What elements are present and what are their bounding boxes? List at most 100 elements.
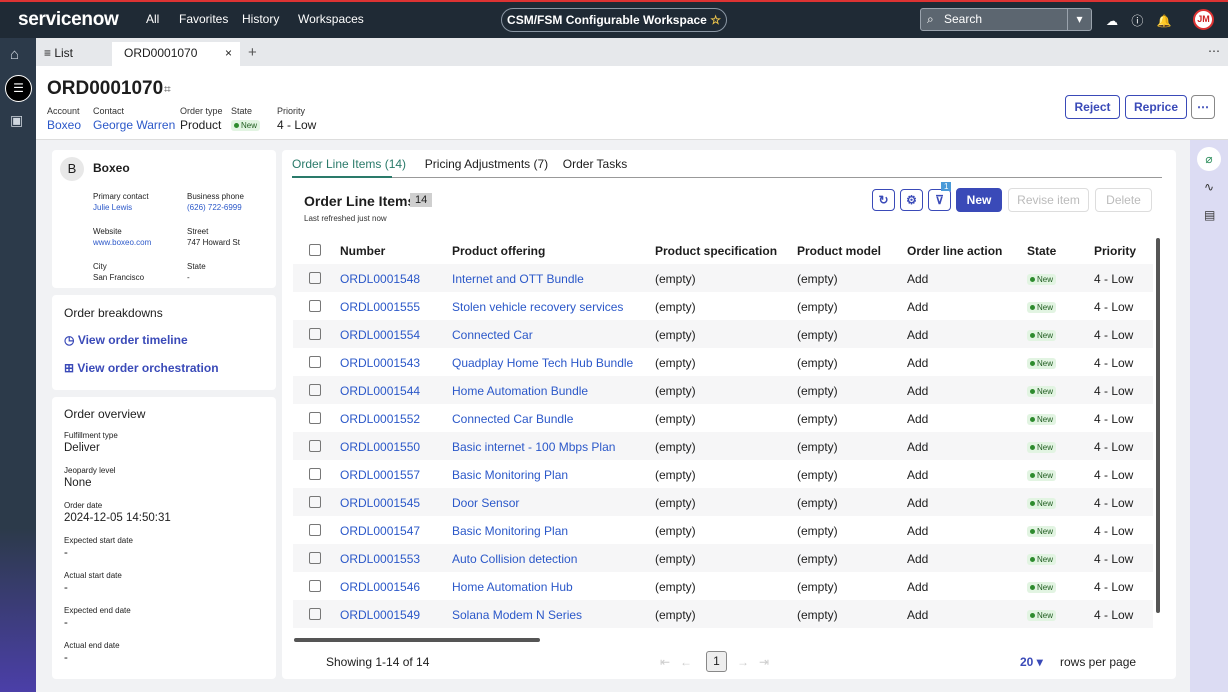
settings-btn[interactable]: ⚙ bbox=[900, 189, 923, 211]
row-checkbox[interactable] bbox=[309, 524, 321, 536]
activity-icon[interactable]: ∿ bbox=[1204, 180, 1215, 194]
cell[interactable]: Stolen vehicle recovery services bbox=[452, 300, 624, 314]
cell[interactable]: ORDL0001547 bbox=[340, 524, 421, 538]
row-checkbox[interactable] bbox=[309, 384, 321, 396]
cell: (empty) bbox=[797, 300, 838, 314]
row-checkbox[interactable] bbox=[309, 552, 321, 564]
account-value[interactable]: Julie Lewis bbox=[93, 203, 133, 212]
cell[interactable]: ORDL0001554 bbox=[340, 328, 421, 342]
main-tab[interactable]: Order Line Items (14) bbox=[292, 157, 406, 178]
cell: New bbox=[1027, 414, 1057, 425]
menu-item[interactable]: History bbox=[242, 12, 280, 26]
cell[interactable]: Connected Car bbox=[452, 328, 533, 342]
field-value[interactable]: George Warren bbox=[93, 118, 176, 132]
refresh-btn[interactable]: ↻ bbox=[872, 189, 895, 211]
cell[interactable]: Quadplay Home Tech Hub Bundle bbox=[452, 356, 634, 370]
more-actions[interactable]: ⋯ bbox=[1191, 95, 1215, 119]
filter-btn[interactable]: ⊽ bbox=[928, 189, 951, 211]
row-checkbox[interactable] bbox=[309, 356, 321, 368]
row-checkbox[interactable] bbox=[309, 328, 321, 340]
column-header[interactable]: Product specification bbox=[655, 244, 778, 258]
cell[interactable]: ORDL0001557 bbox=[340, 468, 421, 482]
cell[interactable]: ORDL0001543 bbox=[340, 356, 421, 370]
header-checkbox[interactable] bbox=[309, 244, 321, 256]
row-checkbox[interactable] bbox=[309, 468, 321, 480]
menu-item[interactable]: Workspaces bbox=[298, 12, 364, 26]
workspace-switcher[interactable]: CSM/FSM Configurable Workspace ☆ bbox=[501, 8, 727, 32]
revise-btn[interactable]: Revise item bbox=[1008, 188, 1089, 212]
cell: (empty) bbox=[797, 552, 838, 566]
cell[interactable]: Door Sensor bbox=[452, 496, 520, 510]
per-page[interactable]: 20 ▾ bbox=[1020, 655, 1043, 669]
field-value[interactable]: Boxeo bbox=[47, 118, 82, 132]
cell[interactable]: ORDL0001546 bbox=[340, 580, 421, 594]
pager-next[interactable]: → ⇥ bbox=[737, 655, 770, 669]
main-tab[interactable]: Order Tasks bbox=[562, 157, 628, 171]
row-checkbox[interactable] bbox=[309, 608, 321, 620]
list-tab[interactable]: ≡ List bbox=[44, 46, 74, 60]
account-value[interactable]: www.boxeo.com bbox=[93, 238, 152, 247]
add-tab[interactable]: + bbox=[248, 44, 257, 61]
home-icon[interactable]: ⌂ bbox=[10, 46, 20, 63]
brand[interactable]: servicenow bbox=[18, 9, 119, 30]
row-checkbox[interactable] bbox=[309, 580, 321, 592]
timeline-link[interactable]: ◷ View order timeline bbox=[64, 333, 188, 347]
cell[interactable]: Auto Collision detection bbox=[452, 552, 578, 566]
column-header[interactable]: Product model bbox=[797, 244, 882, 258]
account-value[interactable]: (626) 722-6999 bbox=[187, 203, 242, 212]
row-checkbox[interactable] bbox=[309, 412, 321, 424]
page-number[interactable]: 1 bbox=[706, 651, 727, 672]
cell[interactable]: ORDL0001555 bbox=[340, 300, 421, 314]
cell: (empty) bbox=[655, 608, 696, 622]
attach-icon[interactable]: ⌀ bbox=[1197, 147, 1221, 171]
account-value: San Francisco bbox=[93, 273, 145, 282]
cell[interactable]: ORDL0001552 bbox=[340, 412, 421, 426]
new-btn[interactable]: New bbox=[956, 188, 1002, 212]
cell: Add bbox=[907, 272, 929, 286]
doc-icon[interactable]: ▤ bbox=[1204, 208, 1216, 222]
cell[interactable]: Home Automation Hub bbox=[452, 580, 573, 594]
delete-btn[interactable]: Delete bbox=[1095, 188, 1152, 212]
pager-prev[interactable]: ⇤ ← bbox=[660, 655, 693, 669]
row-checkbox[interactable] bbox=[309, 272, 321, 284]
cell[interactable]: ORDL0001553 bbox=[340, 552, 421, 566]
menu-item[interactable]: All bbox=[146, 12, 160, 26]
header-button[interactable]: Reject bbox=[1065, 95, 1120, 119]
cell[interactable]: ORDL0001544 bbox=[340, 384, 421, 398]
record-tab[interactable]: ORD0001070 × bbox=[112, 42, 240, 66]
column-header[interactable]: Product offering bbox=[452, 244, 546, 258]
cell[interactable]: Basic internet - 100 Mbps Plan bbox=[452, 440, 616, 454]
cell[interactable]: Connected Car Bundle bbox=[452, 412, 574, 426]
menu-item[interactable]: Favorites bbox=[179, 12, 229, 26]
avatar[interactable]: JM bbox=[1193, 9, 1214, 30]
header-button[interactable]: Reprice bbox=[1125, 95, 1187, 119]
cell[interactable]: Basic Monitoring Plan bbox=[452, 468, 569, 482]
account-name[interactable]: Boxeo bbox=[93, 161, 130, 175]
cell[interactable]: ORDL0001545 bbox=[340, 496, 421, 510]
field-label: Account bbox=[47, 106, 80, 116]
cell[interactable]: ORDL0001548 bbox=[340, 272, 421, 286]
list-icon[interactable]: ☰ bbox=[5, 75, 32, 102]
nav-icons[interactable]: ☁ ⓘ 🔔 bbox=[1106, 14, 1172, 28]
tag-icon[interactable]: ⌗ bbox=[164, 82, 171, 96]
cell[interactable]: Internet and OTT Bundle bbox=[452, 272, 584, 286]
orchestration-link[interactable]: ⊞ View order orchestration bbox=[64, 361, 219, 375]
column-header[interactable]: Number bbox=[340, 244, 386, 258]
cell[interactable]: Home Automation Bundle bbox=[452, 384, 589, 398]
row-checkbox[interactable] bbox=[309, 496, 321, 508]
cell[interactable]: ORDL0001549 bbox=[340, 608, 421, 622]
row-checkbox[interactable] bbox=[309, 300, 321, 312]
cell[interactable]: Basic Monitoring Plan bbox=[452, 524, 569, 538]
inbox-icon[interactable]: ▣ bbox=[10, 112, 24, 128]
column-header[interactable]: State bbox=[1027, 244, 1057, 258]
column-header[interactable]: Order line action bbox=[907, 244, 1003, 258]
row-checkbox[interactable] bbox=[309, 440, 321, 452]
column-header[interactable]: Priority bbox=[1094, 244, 1137, 258]
cell[interactable]: ORDL0001550 bbox=[340, 440, 421, 454]
more[interactable]: ⋯ bbox=[1208, 44, 1220, 58]
cell: New bbox=[1027, 554, 1057, 565]
main-tab[interactable]: Pricing Adjustments (7) bbox=[424, 157, 549, 171]
search[interactable]: Search ⌕ ▾ bbox=[920, 8, 1092, 31]
cell[interactable]: Solana Modem N Series bbox=[452, 608, 583, 622]
cell: Add bbox=[907, 300, 929, 314]
